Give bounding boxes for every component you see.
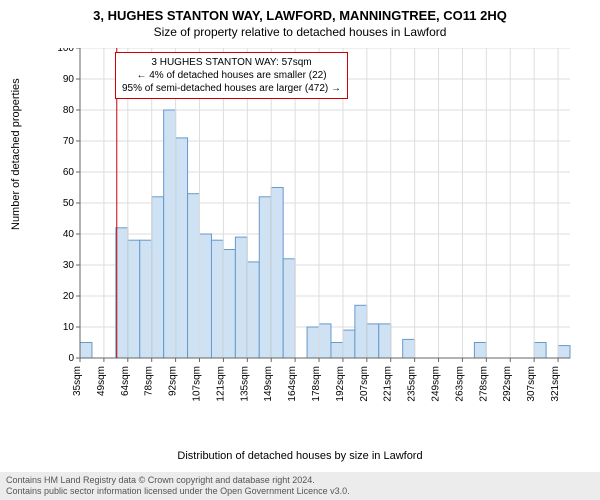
svg-text:249sqm: 249sqm (431, 366, 442, 402)
svg-text:321sqm: 321sqm (550, 366, 561, 402)
footer-line-2: Contains public sector information licen… (6, 486, 594, 497)
svg-text:292sqm: 292sqm (502, 366, 513, 402)
svg-text:30: 30 (63, 260, 75, 271)
svg-text:35sqm: 35sqm (72, 366, 83, 396)
x-axis-label: Distribution of detached houses by size … (0, 450, 600, 462)
svg-text:60: 60 (63, 167, 75, 178)
chart-area: 0 10 20 30 40 50 60 70 80 90 100 35sqm 49sqm 64sqm 78s… (55, 48, 575, 408)
histogram-plot: 0 10 20 30 40 50 60 70 80 90 100 35sqm 49sqm 64sqm 78s… (55, 48, 575, 408)
svg-text:207sqm: 207sqm (359, 366, 370, 402)
svg-text:221sqm: 221sqm (383, 366, 394, 402)
svg-text:149sqm: 149sqm (263, 366, 274, 402)
svg-text:10: 10 (63, 322, 75, 333)
svg-text:0: 0 (68, 353, 74, 364)
info-line-1: 3 HUGHES STANTON WAY: 57sqm (122, 56, 341, 69)
svg-text:307sqm: 307sqm (526, 366, 537, 402)
svg-text:263sqm: 263sqm (454, 366, 465, 402)
title-sub: Size of property relative to detached ho… (0, 23, 600, 39)
svg-text:107sqm: 107sqm (192, 366, 203, 402)
svg-text:135sqm: 135sqm (239, 366, 250, 402)
info-line-2: ← 4% of detached houses are smaller (22) (122, 69, 341, 82)
svg-text:100: 100 (57, 48, 74, 54)
svg-text:90: 90 (63, 74, 75, 85)
svg-text:70: 70 (63, 136, 75, 147)
info-line-3: 95% of semi-detached houses are larger (… (122, 82, 341, 95)
svg-text:92sqm: 92sqm (168, 366, 179, 396)
info-box: 3 HUGHES STANTON WAY: 57sqm ← 4% of deta… (115, 52, 348, 99)
title-main: 3, HUGHES STANTON WAY, LAWFORD, MANNINGT… (0, 0, 600, 23)
svg-text:235sqm: 235sqm (407, 366, 418, 402)
footer-line-1: Contains HM Land Registry data © Crown c… (6, 475, 594, 486)
svg-text:78sqm: 78sqm (144, 366, 155, 396)
svg-text:50: 50 (63, 198, 75, 209)
svg-text:49sqm: 49sqm (96, 366, 107, 396)
svg-text:64sqm: 64sqm (120, 366, 131, 396)
y-axis-label: Number of detached properties (10, 78, 22, 230)
svg-text:192sqm: 192sqm (335, 366, 346, 402)
svg-text:80: 80 (63, 105, 75, 116)
svg-text:20: 20 (63, 291, 75, 302)
svg-text:40: 40 (63, 229, 75, 240)
svg-text:164sqm: 164sqm (287, 366, 298, 402)
chart-container: 3, HUGHES STANTON WAY, LAWFORD, MANNINGT… (0, 0, 600, 500)
footer: Contains HM Land Registry data © Crown c… (0, 472, 600, 500)
svg-text:121sqm: 121sqm (215, 366, 226, 402)
svg-text:278sqm: 278sqm (478, 366, 489, 402)
svg-text:178sqm: 178sqm (311, 366, 322, 402)
